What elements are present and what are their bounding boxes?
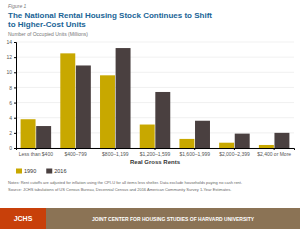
bar — [76, 65, 91, 148]
x-tick-label: Less than $400 — [19, 151, 53, 157]
legend-item: 1990 — [16, 168, 36, 174]
y-tick-mark — [14, 42, 16, 43]
x-tick: $1,600–1,999 — [179, 148, 210, 157]
bar — [116, 48, 131, 148]
grid-line — [16, 87, 294, 88]
y-tick: 0 — [9, 145, 16, 151]
grid-line — [16, 57, 294, 58]
y-tick-label: 4 — [9, 115, 12, 121]
y-tick: 4 — [9, 115, 16, 121]
bar — [100, 75, 115, 148]
grid-line — [16, 72, 294, 73]
title: The National Rental Housing Stock Contin… — [8, 11, 212, 30]
logo-text: JCHS — [14, 215, 33, 222]
y-tick-label: 14 — [6, 39, 12, 45]
y-tick-mark — [14, 133, 16, 134]
bar — [179, 139, 194, 148]
y-tick: 8 — [9, 85, 16, 91]
y-tick-label: 6 — [9, 100, 12, 106]
figure-label: Figure 1 — [8, 3, 27, 9]
y-tick-mark — [14, 87, 16, 88]
bar — [140, 125, 155, 148]
y-axis: 0 2 4 6 8 10 12 14 — [6, 39, 16, 151]
bar — [60, 53, 75, 148]
x-tick-label: $800–1,199 — [102, 151, 129, 157]
note: Notes: Rent cutoffs are adjusted for inf… — [8, 180, 242, 185]
y-tick-mark — [14, 103, 16, 104]
bar — [219, 143, 234, 148]
x-tick: Less than $400 — [19, 148, 53, 157]
x-tick: $2,400 or More — [257, 148, 291, 157]
y-tick-label: 2 — [9, 130, 12, 136]
legend-label: 1990 — [24, 168, 36, 174]
bar-series — [21, 53, 274, 148]
y-tick-mark — [14, 118, 16, 119]
y-tick-label: 12 — [6, 54, 12, 60]
subtitle: Number of Occupied Units (Millions) — [8, 31, 88, 37]
x-tick: $1,200–1,599 — [140, 148, 171, 157]
legend: 1990 2016 — [16, 168, 67, 174]
chart-svg: Figure 1 The National Rental Housing Stoc… — [0, 0, 300, 229]
y-tick: 10 — [6, 69, 16, 75]
y-axis-line — [14, 43, 17, 149]
bar-series — [36, 48, 289, 148]
grid-line — [16, 102, 294, 103]
bar — [274, 133, 289, 148]
footer-text: JOINT CENTER FOR HOUSING STUDIES OF HARV… — [92, 216, 255, 222]
x-tick: $2,000–2,399 — [219, 148, 250, 157]
footer: JOINT CENTER FOR HOUSING STUDIES OF HARV… — [0, 208, 300, 229]
y-tick: 2 — [9, 130, 16, 136]
bar — [36, 126, 51, 148]
x-axis-title: Real Gross Rents — [130, 159, 181, 165]
legend-swatch — [16, 169, 22, 174]
x-tick: $800–1,199 — [102, 148, 129, 157]
y-tick-mark — [14, 72, 16, 73]
x-tick: $400–799 — [64, 148, 86, 157]
grid — [16, 42, 294, 148]
x-axis: Less than $400 $400–799 $800–1,199 $1,200–1… — [17, 148, 295, 157]
grid-line — [16, 117, 294, 118]
legend-swatch — [46, 169, 52, 174]
bars — [21, 48, 290, 148]
y-tick-label: 10 — [6, 69, 12, 75]
y-tick-label: 0 — [9, 145, 12, 151]
title-line: The National Rental Housing Stock Contin… — [8, 11, 212, 20]
bar — [21, 119, 36, 148]
x-tick-label: $1,200–1,599 — [140, 151, 171, 157]
chart-container: Figure 1 The National Rental Housing Stoc… — [0, 0, 300, 229]
bar — [235, 134, 250, 148]
bar — [155, 92, 170, 148]
x-tick-label: $400–799 — [64, 151, 86, 157]
legend-item: 2016 — [46, 168, 66, 174]
title-line: to Higher-Cost Units — [8, 20, 86, 29]
x-tick-label: $2,400 or More — [257, 151, 291, 157]
x-tick-label: $1,600–1,999 — [179, 151, 210, 157]
y-tick-mark — [14, 148, 16, 149]
y-tick: 14 — [6, 39, 16, 45]
grid-line — [16, 42, 294, 43]
note: Source: JCHS tabulations of US Census Bu… — [8, 187, 231, 192]
y-tick: 6 — [9, 100, 16, 106]
y-tick: 12 — [6, 54, 16, 60]
y-tick-label: 8 — [9, 85, 12, 91]
footer-bar — [46, 208, 300, 229]
bar — [259, 145, 274, 148]
grid-line — [16, 132, 294, 133]
y-tick-mark — [14, 57, 16, 58]
bar — [195, 121, 210, 148]
legend-label: 2016 — [54, 168, 66, 174]
logo-box — [0, 208, 46, 229]
x-tick-label: $2,000–2,399 — [219, 151, 250, 157]
